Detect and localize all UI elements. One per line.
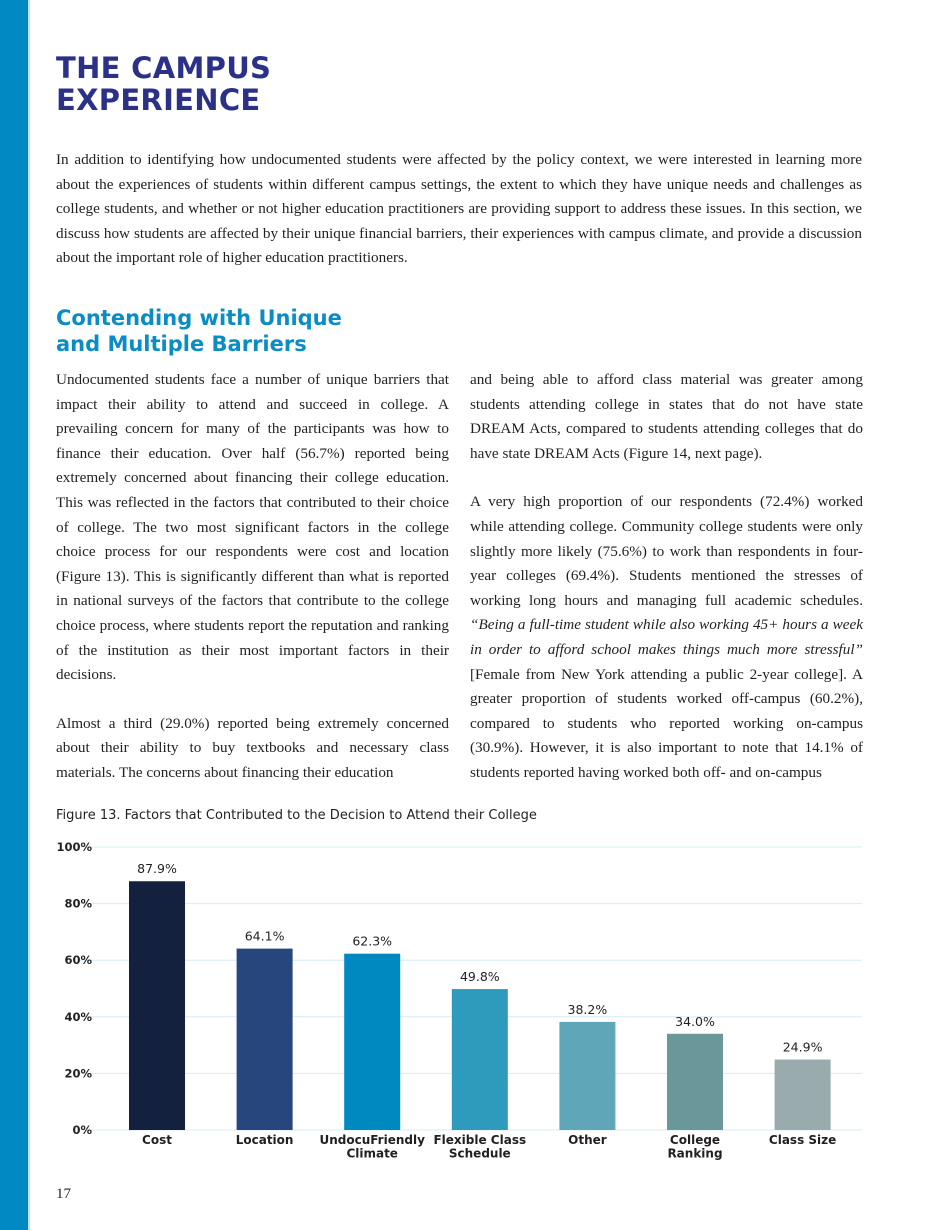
bar [129, 881, 185, 1130]
body-paragraph: Undocumented students face a number of u… [56, 371, 449, 684]
data-label: 38.2% [568, 1002, 608, 1017]
data-label: 64.1% [245, 929, 285, 944]
body-paragraph: and being able to afford class material … [470, 371, 863, 462]
student-quote: “Being a full-time student while also wo… [470, 616, 863, 658]
x-category-label: Climate [346, 1147, 398, 1161]
page-title: THE CAMPUS EXPERIENCE [56, 52, 271, 116]
section-heading: Contending with Unique and Multiple Barr… [56, 305, 342, 357]
x-category-label: Schedule [449, 1147, 511, 1161]
y-tick-label: 60% [64, 953, 92, 967]
left-column: Undocumented students face a number of u… [56, 368, 449, 810]
body-paragraph: Almost a third (29.0%) reported being ex… [56, 714, 449, 781]
body-paragraph: A very high proportion of our respondent… [470, 490, 863, 785]
page-number: 17 [56, 1186, 71, 1202]
x-category-label: Location [236, 1133, 294, 1147]
data-label: 24.9% [783, 1040, 823, 1055]
y-tick-label: 40% [64, 1010, 92, 1024]
title-line: EXPERIENCE [56, 83, 261, 117]
page-sidebar-stripe [0, 0, 30, 1230]
title-line: THE CAMPUS [56, 51, 272, 85]
data-label: 34.0% [675, 1014, 715, 1029]
paragraph-text: [Female from New York attending a public… [470, 665, 863, 781]
y-tick-label: 80% [64, 897, 92, 911]
data-label: 49.8% [460, 969, 500, 984]
data-label: 87.9% [137, 861, 177, 876]
intro-paragraph: In addition to identifying how undocumen… [56, 151, 862, 267]
bar [559, 1021, 616, 1130]
bar [451, 989, 508, 1130]
y-tick-label: 20% [64, 1066, 92, 1080]
bar [774, 1059, 831, 1130]
figure-title: Figure 13. Factors that Contributed to t… [56, 808, 537, 823]
x-category-label: Cost [142, 1133, 172, 1147]
x-category-label: Ranking [667, 1147, 722, 1161]
x-category-label: Other [568, 1133, 607, 1147]
bar [344, 953, 401, 1130]
y-tick-label: 0% [72, 1123, 92, 1137]
data-label: 62.3% [352, 934, 392, 949]
x-category-label: UndocuFriendly [319, 1133, 425, 1147]
x-category-label: Flexible Class [433, 1133, 526, 1147]
heading-line: and Multiple Barriers [56, 332, 307, 356]
x-category-label: Class Size [769, 1133, 836, 1147]
bar [667, 1033, 723, 1130]
paragraph-text: A very high proportion of our respondent… [470, 493, 863, 609]
bar [236, 948, 293, 1130]
x-category-label: College [670, 1133, 720, 1147]
right-column: and being able to afford class material … [470, 368, 863, 810]
bar-chart: 0% 20% 40% 60% 80% 100% 87.9% Cost 64.1% Location… [56, 840, 862, 1161]
y-tick-label: 100% [56, 840, 92, 854]
heading-line: Contending with Unique [56, 306, 342, 330]
